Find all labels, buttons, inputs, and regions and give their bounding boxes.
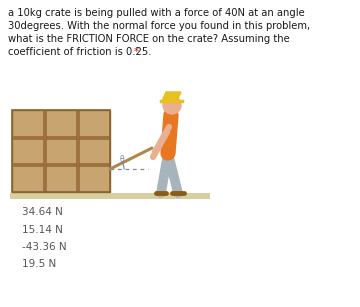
Circle shape [163, 96, 181, 114]
Text: *: * [134, 47, 139, 57]
Polygon shape [162, 92, 181, 101]
Text: a 10kg crate is being pulled with a force of 40N at an angle: a 10kg crate is being pulled with a forc… [8, 8, 305, 18]
Text: 30degrees. With the normal force you found in this problem,: 30degrees. With the normal force you fou… [8, 21, 310, 31]
Text: θ: θ [120, 154, 125, 164]
Bar [10, 193, 210, 199]
Text: coefficient of friction is 0.25.: coefficient of friction is 0.25. [8, 47, 152, 57]
Bar [43, 110, 46, 192]
Bar [12, 136, 110, 138]
Bar [12, 110, 110, 192]
Bar [12, 110, 110, 192]
Text: what is the FRICTION FORCE on the crate? Assuming the: what is the FRICTION FORCE on the crate?… [8, 34, 290, 44]
Bar [12, 163, 110, 166]
Text: 34.64 N: 34.64 N [22, 207, 63, 217]
Text: 15.14 N: 15.14 N [22, 225, 63, 235]
Text: -43.36 N: -43.36 N [22, 242, 67, 252]
Text: 19.5 N: 19.5 N [22, 259, 56, 269]
Bar [76, 110, 79, 192]
